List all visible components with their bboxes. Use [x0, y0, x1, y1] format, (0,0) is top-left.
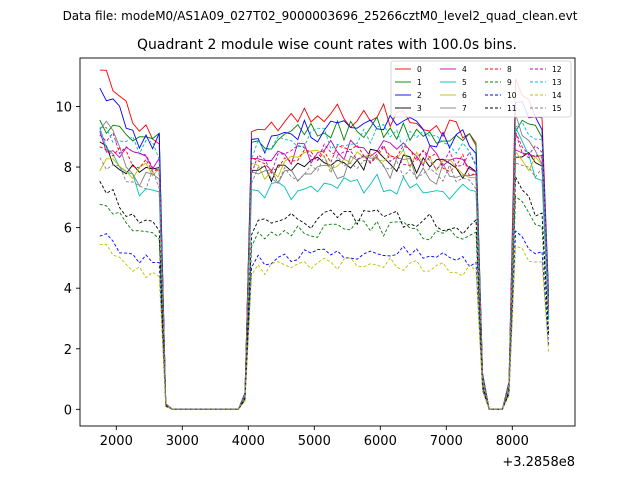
legend-label: 8: [507, 65, 512, 74]
y-tick-label: 8: [64, 161, 72, 176]
x-tick-label: 8000: [496, 434, 529, 449]
legend-label: 12: [552, 65, 562, 74]
plot-area: [79, 57, 576, 427]
axes-background: [80, 58, 575, 426]
y-tick-label: 0: [64, 403, 72, 418]
series-line-12: [99, 131, 550, 410]
legend-label: 13: [552, 78, 562, 87]
legend-label: 4: [462, 65, 467, 74]
x-tick-label: 3000: [166, 434, 199, 449]
x-tick-label: 7000: [430, 434, 463, 449]
legend-label: 14: [552, 91, 562, 100]
series-group: [99, 69, 550, 410]
legend-label: 15: [552, 104, 562, 113]
x-tick-label: 2000: [100, 434, 133, 449]
legend-box: [390, 60, 572, 118]
legend-label: 3: [417, 104, 422, 113]
chart-title: Quadrant 2 module wise count rates with …: [137, 37, 517, 53]
axes-frame: [79, 57, 576, 427]
x-axis: 2000 3000 4000 5000 6000 7000 8000: [100, 426, 529, 449]
legend-label: 7: [462, 104, 467, 113]
suptitle: Data file: modeM0/AS1A09_027T02_90000036…: [63, 9, 578, 23]
legend-label: 0: [417, 65, 422, 74]
y-tick-label: 10: [55, 100, 72, 115]
series-line-15: [99, 154, 550, 410]
x-offset-label: +3.2858e8: [502, 455, 575, 470]
legend-label: 6: [462, 91, 467, 100]
y-axis: 0 2 4 6 8 10: [55, 100, 80, 418]
y-tick-label: 2: [64, 343, 72, 358]
legend-label: 1: [417, 78, 422, 87]
legend-label: 2: [417, 91, 422, 100]
x-tick-label: 4000: [232, 434, 265, 449]
legend-label: 10: [507, 91, 517, 100]
y-tick-label: 4: [64, 282, 72, 297]
legend-label: 11: [507, 104, 517, 113]
y-tick-label: 6: [64, 222, 72, 237]
legend-label: 9: [507, 78, 512, 87]
x-tick-label: 6000: [364, 434, 397, 449]
x-tick-label: 5000: [298, 434, 331, 449]
series-line-14: [99, 243, 550, 410]
legend-label: 5: [462, 78, 467, 87]
series-line-13: [99, 121, 550, 410]
